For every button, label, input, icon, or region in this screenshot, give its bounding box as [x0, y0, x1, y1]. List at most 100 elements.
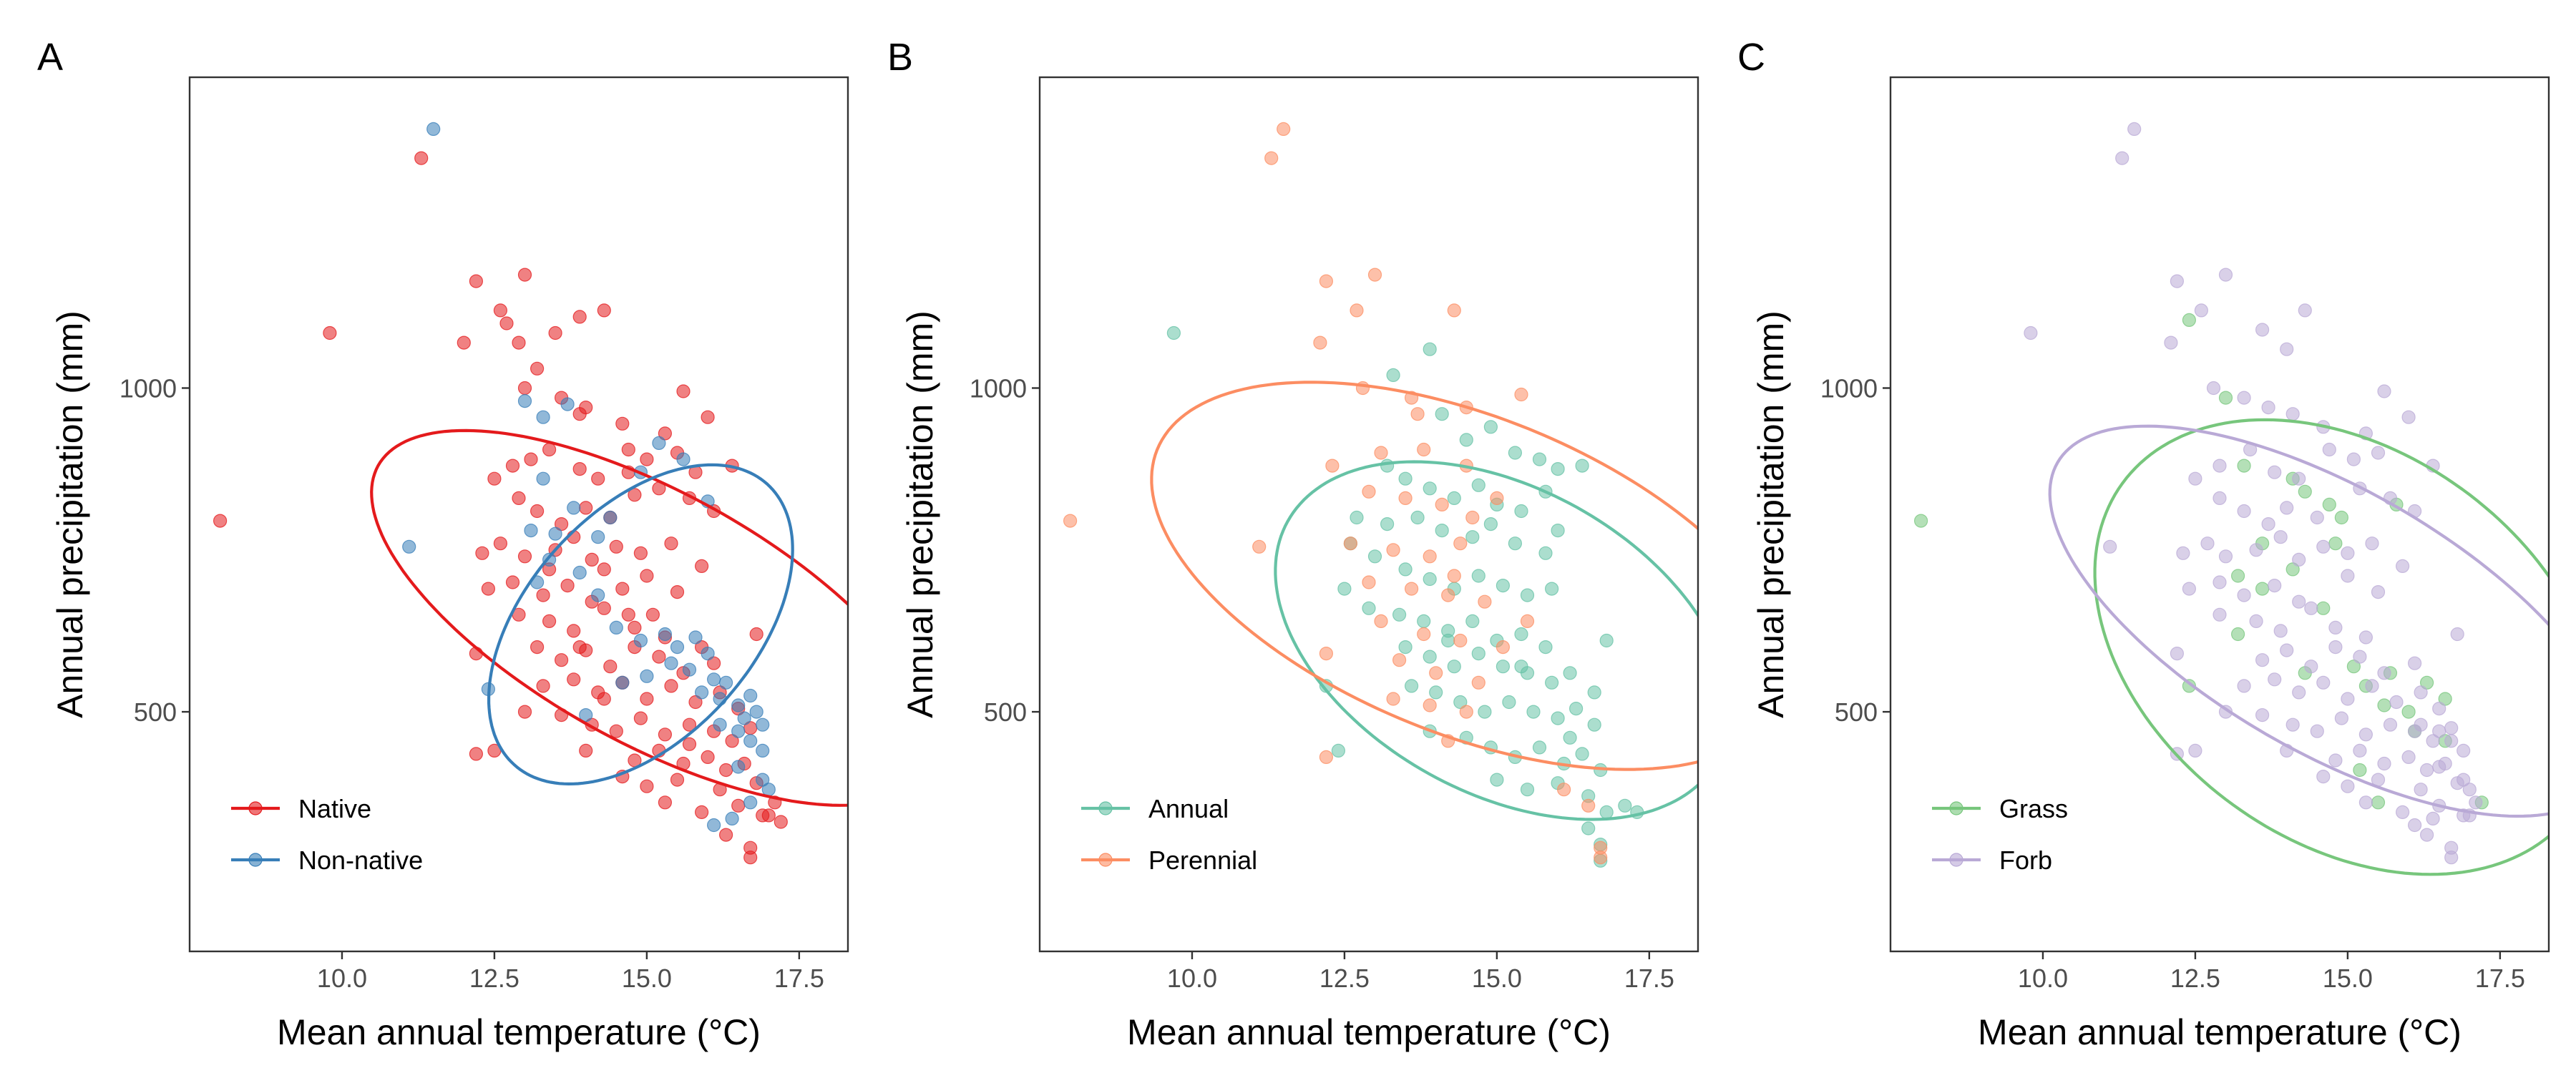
data-point [2231, 627, 2245, 642]
data-point [1423, 650, 1437, 664]
data-point [2401, 410, 2416, 424]
data-point [1362, 484, 1376, 499]
data-point [2268, 672, 2282, 687]
x-tick-label: 17.5 [2475, 964, 2525, 993]
data-point [1453, 633, 1468, 648]
x-tick-label: 10.0 [2018, 964, 2068, 993]
data-point [676, 452, 691, 466]
panel-a: A 10.0 12.5 15.0 17.5 500 1000 Mean annual temp… [37, 36, 849, 1052]
data-point [2237, 459, 2251, 473]
data-point [585, 552, 599, 567]
data-point [517, 549, 532, 564]
data-point [548, 325, 562, 340]
legend-key-point [1098, 853, 1113, 867]
data-point [1514, 660, 1528, 674]
data-point [1331, 743, 1346, 758]
data-point [706, 672, 721, 687]
data-point [774, 815, 788, 829]
data-point [2444, 734, 2459, 748]
data-point [743, 851, 758, 865]
data-point [1520, 783, 1535, 797]
data-point [572, 407, 587, 421]
data-point [1435, 523, 1449, 538]
data-point [756, 743, 770, 758]
data-point [2292, 471, 2306, 486]
data-point [1429, 685, 1443, 700]
data-point [670, 584, 685, 599]
data-point [2206, 381, 2221, 396]
data-point [1490, 491, 1504, 506]
data-point [2346, 660, 2361, 674]
data-point [2358, 630, 2373, 645]
series-forb [2024, 122, 2483, 865]
data-point [731, 760, 746, 774]
plot-area [190, 77, 848, 951]
data-point [2322, 442, 2336, 457]
data-point [1914, 514, 1928, 528]
data-point [536, 679, 550, 693]
data-point [1508, 536, 1522, 551]
data-point [615, 582, 630, 596]
data-point [652, 650, 666, 664]
data-point [1496, 640, 1510, 655]
data-point [2285, 562, 2300, 577]
data-point [1532, 452, 1547, 466]
panel-letter: C [1737, 36, 1765, 79]
legend-item: Native [231, 794, 371, 823]
x-tick-label: 10.0 [1167, 964, 1217, 993]
data-point [1441, 633, 1455, 648]
data-point [1350, 303, 1364, 318]
data-point [517, 705, 532, 719]
plot-layer [1914, 122, 2549, 876]
data-point [652, 436, 666, 451]
data-point [2268, 465, 2282, 479]
x-axis: 10.0 12.5 15.0 17.5 [317, 951, 824, 993]
data-point [1423, 549, 1437, 564]
data-point [2444, 721, 2459, 735]
data-point [2328, 536, 2343, 551]
data-point [2188, 743, 2202, 758]
data-point [591, 471, 605, 486]
data-point [536, 410, 550, 424]
data-point [2249, 614, 2263, 629]
confidence-ellipse [2048, 424, 2549, 818]
data-point [718, 828, 733, 842]
data-point [2377, 698, 2391, 712]
data-point [2316, 539, 2331, 554]
data-point [2212, 491, 2227, 506]
data-point [756, 808, 770, 823]
panel-b: B 10.0 12.5 15.0 17.5 500 1000 Mean annual temp… [887, 36, 1699, 1052]
data-point [621, 607, 635, 622]
data-point [2377, 384, 2391, 398]
x-axis: 10.0 12.5 15.0 17.5 [2018, 951, 2525, 993]
data-point [554, 516, 569, 531]
data-point [1319, 750, 1334, 765]
data-point [731, 798, 746, 813]
data-point [2462, 783, 2477, 797]
data-point [658, 795, 673, 810]
data-point [567, 624, 581, 638]
data-point [731, 724, 746, 738]
data-point [530, 640, 545, 655]
data-point [1404, 679, 1419, 693]
data-point [2408, 656, 2422, 670]
legend-item: Non-native [231, 846, 423, 875]
data-point [499, 316, 514, 330]
data-point [682, 717, 697, 732]
data-point [2341, 779, 2355, 793]
data-point [1362, 575, 1376, 589]
data-point [640, 692, 654, 706]
data-point [2420, 763, 2434, 778]
data-point [1277, 122, 1291, 136]
legend-key-point [248, 853, 263, 867]
data-point [1410, 407, 1425, 421]
data-point [1417, 442, 1431, 457]
data-point [1587, 685, 1601, 700]
data-point [2432, 760, 2446, 774]
confidence-ellipse [1274, 460, 1698, 821]
data-point [2212, 575, 2227, 589]
data-point [2426, 734, 2440, 748]
data-point [628, 488, 642, 502]
data-point [572, 565, 587, 580]
data-point [2298, 303, 2312, 318]
